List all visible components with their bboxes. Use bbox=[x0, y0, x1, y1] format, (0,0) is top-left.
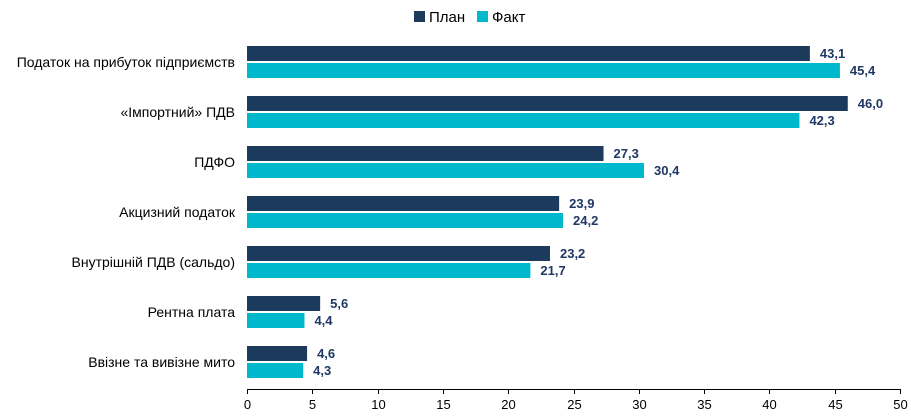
category-label-2: ПДФО bbox=[194, 154, 235, 170]
x-tick-label-5: 25 bbox=[567, 397, 581, 412]
data-label-plan-6: 4,6 bbox=[317, 346, 335, 361]
bar-plan-2 bbox=[247, 146, 604, 161]
category-label-5: Рентна плата bbox=[148, 304, 236, 320]
data-label-plan-5: 5,6 bbox=[330, 296, 348, 311]
category-label-1: «Імпортний» ПДВ bbox=[121, 104, 236, 120]
x-tick-label-0: 0 bbox=[244, 397, 251, 412]
data-label-plan-1: 46,0 bbox=[858, 96, 883, 111]
bar-plan-0 bbox=[247, 46, 810, 61]
category-labels: Податок на прибуток підприємств «Імпортни… bbox=[17, 54, 236, 370]
category-label-0: Податок на прибуток підприємств bbox=[17, 54, 235, 70]
x-tick-label-4: 20 bbox=[501, 397, 515, 412]
x-axis: 0 5 10 15 20 25 30 35 40 45 50 bbox=[244, 389, 908, 412]
bar-plan-5 bbox=[247, 296, 321, 311]
bar-fact-1 bbox=[247, 113, 800, 128]
data-label-plan-4: 23,2 bbox=[560, 246, 585, 261]
bar-fact-3 bbox=[247, 213, 564, 228]
legend-label-fact: Факт bbox=[492, 9, 525, 26]
data-label-fact-6: 4,3 bbox=[313, 363, 331, 378]
bar-fact-6 bbox=[247, 363, 304, 378]
legend-label-plan: План bbox=[429, 9, 465, 26]
bar-fact-4 bbox=[247, 263, 531, 278]
category-label-4: Внутрішній ПДВ (сальдо) bbox=[72, 254, 235, 270]
x-tick-label-1: 5 bbox=[309, 397, 316, 412]
x-tick-label-9: 45 bbox=[828, 397, 842, 412]
data-label-plan-0: 43,1 bbox=[820, 46, 845, 61]
legend: План Факт bbox=[414, 9, 525, 26]
bars-group: 43,1 45,4 46,0 42,3 27,3 30,4 23,9 24,2 23,2 21,7… bbox=[247, 46, 883, 378]
bar-plan-3 bbox=[247, 196, 560, 211]
data-label-fact-1: 42,3 bbox=[809, 113, 834, 128]
bar-plan-4 bbox=[247, 246, 550, 261]
bar-plan-1 bbox=[247, 96, 848, 111]
bar-fact-2 bbox=[247, 163, 645, 178]
bar-plan-6 bbox=[247, 346, 308, 361]
data-label-plan-2: 27,3 bbox=[614, 146, 639, 161]
data-label-fact-2: 30,4 bbox=[654, 163, 680, 178]
data-label-plan-3: 23,9 bbox=[569, 196, 594, 211]
category-label-3: Акцизний податок bbox=[119, 204, 236, 220]
legend-swatch-fact bbox=[477, 11, 488, 22]
data-label-fact-4: 21,7 bbox=[540, 263, 565, 278]
data-label-fact-0: 45,4 bbox=[850, 63, 876, 78]
legend-swatch-plan bbox=[414, 11, 425, 22]
x-tick-label-3: 15 bbox=[436, 397, 450, 412]
x-tick-label-8: 40 bbox=[762, 397, 776, 412]
data-label-fact-5: 4,4 bbox=[314, 313, 333, 328]
bar-fact-0 bbox=[247, 63, 840, 78]
category-label-6: Ввізне та вивізне мито bbox=[88, 354, 235, 370]
x-tick-label-2: 10 bbox=[371, 397, 385, 412]
bar-fact-5 bbox=[247, 313, 305, 328]
x-tick-label-10: 50 bbox=[893, 397, 907, 412]
x-tick-label-6: 30 bbox=[632, 397, 646, 412]
data-label-fact-3: 24,2 bbox=[573, 213, 598, 228]
x-tick-label-7: 35 bbox=[697, 397, 711, 412]
